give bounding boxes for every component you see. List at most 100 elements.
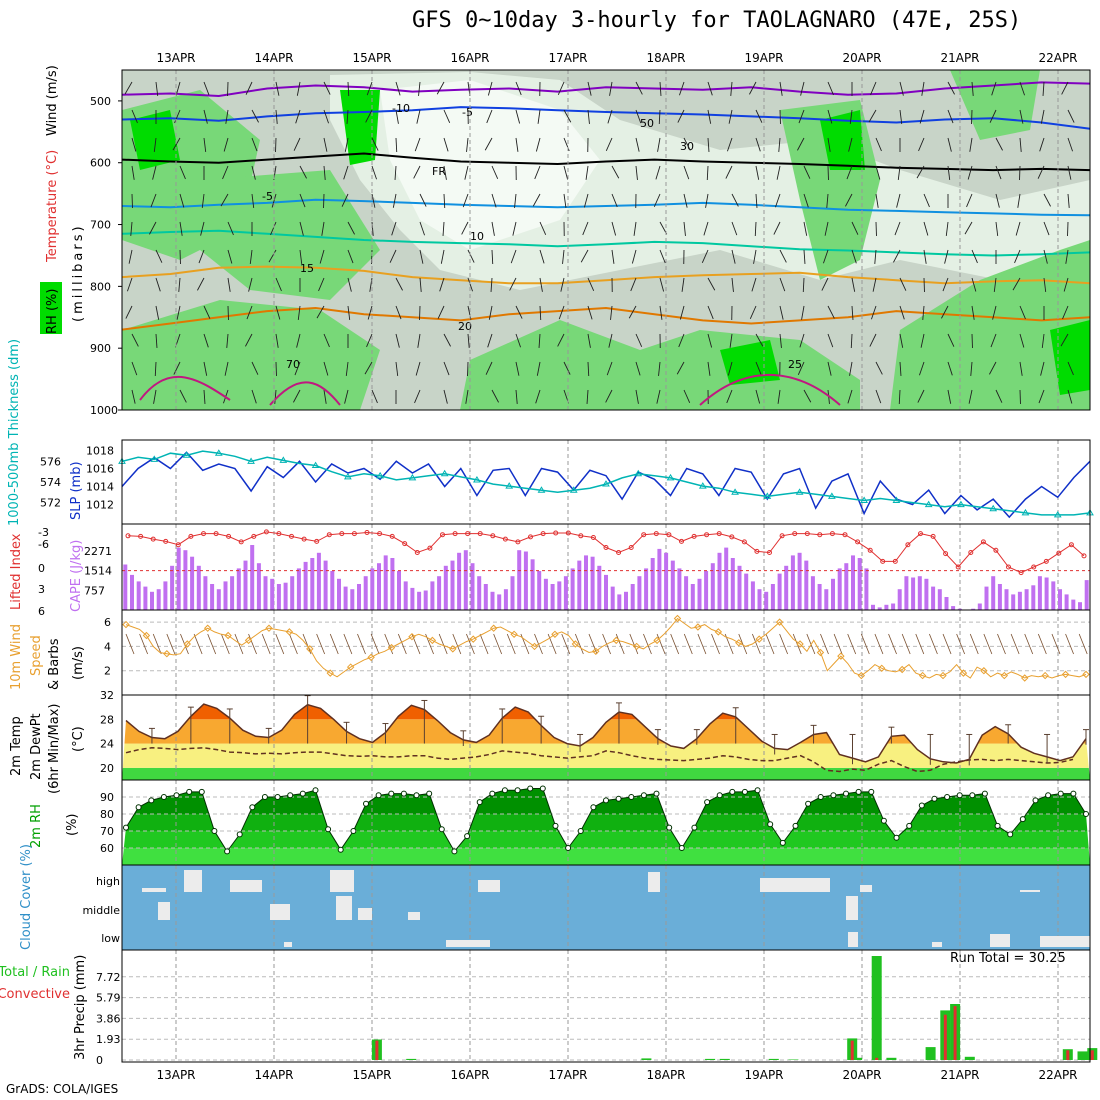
rh-saturated-region <box>1050 320 1090 395</box>
wind-barb <box>611 165 620 179</box>
wind-barb <box>323 165 326 180</box>
wind-barb <box>899 333 904 348</box>
wind-barb <box>683 389 691 403</box>
precip-convective-bar <box>875 1057 879 1060</box>
date-label-top: 18APR <box>646 51 685 65</box>
rh2m-point <box>817 794 824 800</box>
wind-barb <box>436 81 445 95</box>
wind10-barb <box>765 633 775 655</box>
cloud-high-block <box>860 885 872 892</box>
cape-bar <box>684 576 689 610</box>
wind10-point <box>898 665 906 674</box>
wind-barb <box>179 221 183 236</box>
wind-barb <box>515 81 522 96</box>
wind-barb <box>754 221 757 237</box>
wind-barb <box>1039 137 1045 152</box>
date-label-top: 21APR <box>940 51 979 65</box>
rh2m-point <box>426 790 433 797</box>
thickness-point <box>505 482 514 489</box>
cape-bar <box>851 555 855 610</box>
wind-barb <box>323 389 327 404</box>
wind-barb <box>537 109 541 124</box>
wind-barb <box>395 361 399 376</box>
cape-bar <box>871 604 875 610</box>
rh2m-point <box>779 839 786 846</box>
wind-barb <box>510 249 517 264</box>
wind-barb <box>563 361 571 375</box>
wind-barb <box>707 137 710 152</box>
wind10-barb <box>956 633 966 655</box>
wind-barb <box>323 137 328 152</box>
wind-barb <box>130 221 133 236</box>
wind-barb <box>419 193 427 207</box>
cape-bar <box>704 571 709 610</box>
wind10-speed-line <box>125 617 1087 679</box>
wind-barb <box>851 305 854 320</box>
wind-barb <box>1041 333 1045 348</box>
wind-barb <box>587 277 595 291</box>
wind-barb <box>851 221 859 235</box>
wind-barb <box>731 249 736 264</box>
wind-barb <box>773 221 781 235</box>
wind-barb <box>800 81 805 96</box>
cloud-background <box>122 865 1090 950</box>
wind-barb <box>755 389 761 404</box>
wind-barb <box>923 249 927 264</box>
thickness-point <box>892 496 901 504</box>
wind-barb <box>153 389 157 404</box>
wind-barb <box>875 193 879 208</box>
cloud-middle-block <box>336 896 352 920</box>
thickness-point <box>827 492 836 499</box>
rh2m-point <box>868 788 875 795</box>
wind-barb <box>251 109 259 123</box>
wind-barb <box>251 165 256 180</box>
cape-bar <box>1011 594 1016 610</box>
wind-barb <box>347 249 354 264</box>
wind-barb <box>275 81 280 96</box>
wind-barb <box>321 221 325 236</box>
wind10-point <box>203 624 212 632</box>
upper-ylabel-rh: RH (%) <box>45 289 60 334</box>
wind-barb <box>872 277 877 292</box>
date-label-top: 22APR <box>1038 51 1077 65</box>
wind-barb <box>347 305 351 320</box>
rh2m-point <box>400 790 407 797</box>
slp-tick-label: 1018 <box>86 445 114 458</box>
wind-barb <box>319 249 325 264</box>
lifted-index-point <box>314 538 320 544</box>
isotherm--5 <box>121 106 1091 130</box>
wind10-point <box>571 640 580 648</box>
wind-barb <box>462 193 469 208</box>
cloud-high-block <box>648 872 660 892</box>
wind-barb <box>245 81 253 95</box>
wind-barb <box>299 193 306 208</box>
wind-barb <box>367 305 373 320</box>
cape-bar <box>617 594 622 610</box>
wind-barb <box>919 109 925 124</box>
cloud-low-block <box>848 932 858 947</box>
rh2m-point <box>1019 816 1026 823</box>
cape-bar <box>897 589 902 610</box>
wind-barb <box>683 137 691 151</box>
lifted-index-point <box>440 532 445 538</box>
wind-barb <box>755 137 761 152</box>
rh2m-point <box>956 792 963 799</box>
lifted-index-point <box>1068 542 1074 548</box>
wind-barb <box>419 277 422 292</box>
wind-barb <box>514 193 517 208</box>
wind-barb <box>706 165 709 181</box>
wind-barb <box>535 389 541 404</box>
wind-barb <box>467 277 473 292</box>
lifted-index-point <box>955 564 961 570</box>
wind-barb <box>751 277 757 292</box>
wind-barb <box>755 165 760 180</box>
lifted-index-line <box>127 531 1085 574</box>
wind-barb <box>509 277 517 291</box>
wind-barb <box>203 389 206 404</box>
cape-bar <box>136 581 141 610</box>
wind-barb <box>610 305 613 320</box>
wind-barb <box>608 333 613 348</box>
cloud-low-block <box>932 942 942 947</box>
cape-bar <box>143 586 148 610</box>
